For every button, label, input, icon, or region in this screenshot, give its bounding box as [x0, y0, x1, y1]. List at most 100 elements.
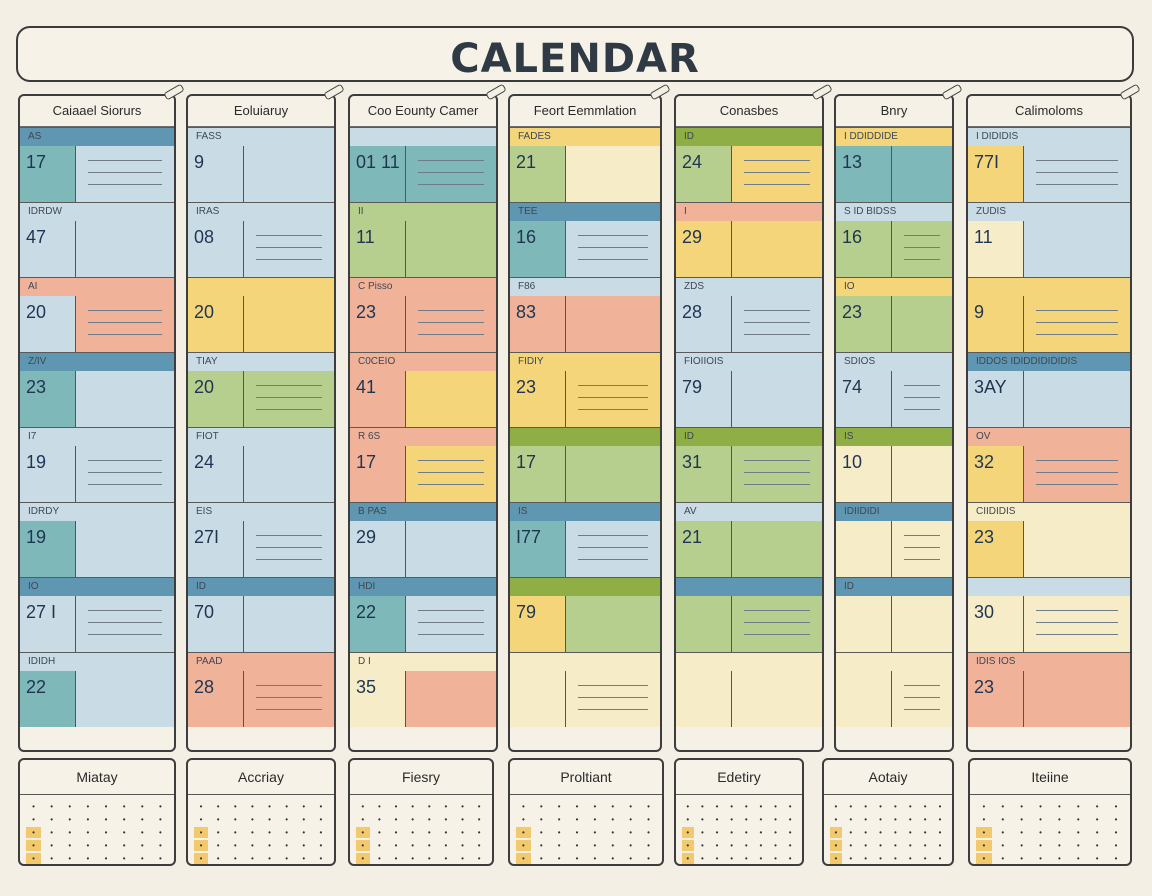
mini-calendar-day[interactable]: • — [444, 802, 448, 811]
mini-calendar-day[interactable]: • — [140, 815, 144, 824]
mini-calendar-day[interactable]: • — [461, 815, 464, 824]
mini-calendar-day[interactable]: • — [557, 802, 561, 811]
date-block[interactable]: HDI 22 — [350, 577, 496, 652]
mini-calendar-day[interactable]: • — [516, 827, 531, 838]
date-block[interactable]: IDIS IOS 23 — [968, 652, 1130, 727]
mini-calendar-day[interactable]: • — [1114, 802, 1118, 811]
date-block[interactable]: IDIIDIDI — [836, 502, 952, 577]
mini-calendar-day[interactable]: • — [319, 854, 323, 863]
mini-calendar-day[interactable]: • — [461, 828, 464, 837]
mini-calendar-day[interactable]: • — [788, 828, 792, 837]
mini-calendar-day[interactable]: • — [864, 802, 868, 811]
event-area[interactable] — [76, 221, 174, 277]
mini-calendar-day[interactable]: • — [593, 854, 597, 863]
mini-calendar-day[interactable]: • — [251, 841, 254, 850]
mini-calendar-day[interactable]: • — [1114, 815, 1118, 824]
mini-calendar-day[interactable]: • — [938, 815, 942, 824]
date-block[interactable]: I DDIDDIDE 13 — [836, 127, 952, 202]
mini-calendar-day[interactable]: • — [1001, 802, 1005, 811]
date-block[interactable] — [836, 652, 952, 727]
mini-calendar-day[interactable]: • — [629, 828, 633, 837]
mini-calendar-day[interactable]: • — [744, 802, 748, 811]
event-area[interactable] — [244, 671, 334, 727]
date-block[interactable]: TEE 16 — [510, 202, 660, 277]
mini-calendar-day[interactable]: • — [285, 815, 289, 824]
mini-calendar-day[interactable]: • — [557, 815, 561, 824]
mini-calendar-day[interactable]: • — [302, 815, 306, 824]
mini-calendar-day[interactable]: • — [378, 815, 381, 824]
date-block[interactable]: 9 — [968, 277, 1130, 352]
mini-calendar-day[interactable]: • — [938, 854, 942, 863]
mini-calendar-day[interactable]: • — [216, 828, 220, 837]
mini-calendar-day[interactable]: • — [361, 815, 365, 824]
date-block[interactable]: D I 35 — [350, 652, 496, 727]
mini-calendar-day[interactable]: • — [86, 841, 90, 850]
event-area[interactable] — [406, 596, 496, 652]
mini-calendar-day[interactable]: • — [774, 841, 777, 850]
event-area[interactable] — [892, 371, 952, 427]
date-block[interactable]: I7 19 — [20, 427, 174, 502]
mini-calendar-day[interactable]: • — [361, 802, 365, 811]
event-area[interactable] — [1024, 521, 1130, 577]
mini-calendar-day[interactable]: • — [682, 853, 694, 864]
mini-calendar-day[interactable]: • — [1114, 828, 1118, 837]
mini-calendar[interactable]: Edetiry • • • • • • • • • • • • • • • • • • • • • • • • • • • • • • • • •… — [674, 758, 804, 866]
mini-calendar-day[interactable]: • — [894, 815, 897, 824]
mini-calendar-day[interactable]: • — [86, 854, 90, 863]
date-block[interactable]: 79 — [510, 577, 660, 652]
date-block[interactable]: F86 83 — [510, 277, 660, 352]
event-area[interactable] — [406, 296, 496, 352]
mini-calendar-day[interactable]: • — [715, 841, 719, 850]
mini-calendar-day[interactable]: • — [302, 802, 306, 811]
mini-calendar-day[interactable]: • — [744, 828, 748, 837]
mini-calendar-day[interactable]: • — [444, 815, 448, 824]
mini-calendar-day[interactable]: • — [1020, 854, 1024, 863]
mini-calendar-day[interactable]: • — [849, 841, 853, 850]
mini-calendar-day[interactable]: • — [477, 828, 481, 837]
date-block[interactable]: AI 20 — [20, 277, 174, 352]
date-block[interactable]: IDRDW 47 — [20, 202, 174, 277]
mini-calendar-day[interactable]: • — [477, 802, 481, 811]
mini-calendar-day[interactable]: • — [122, 854, 126, 863]
mini-calendar-day[interactable]: • — [427, 815, 431, 824]
date-block[interactable]: ID 31 — [676, 427, 822, 502]
mini-calendar-day[interactable]: • — [557, 854, 561, 863]
mini-calendar-day[interactable]: • — [715, 828, 719, 837]
mini-calendar-day[interactable]: • — [1095, 802, 1099, 811]
date-block[interactable]: AS 17 — [20, 127, 174, 202]
mini-calendar-day[interactable]: • — [730, 841, 734, 850]
date-block[interactable]: IO 27 I — [20, 577, 174, 652]
mini-calendar-day[interactable]: • — [923, 854, 927, 863]
mini-calendar-day[interactable]: • — [894, 841, 897, 850]
mini-calendar-day[interactable]: • — [730, 854, 734, 863]
event-area[interactable] — [566, 146, 660, 202]
mini-calendar-day[interactable]: • — [26, 827, 42, 838]
event-area[interactable] — [892, 146, 952, 202]
mini-calendar-day[interactable]: • — [1095, 828, 1099, 837]
mini-calendar-day[interactable]: • — [285, 841, 289, 850]
mini-calendar-day[interactable]: • — [1076, 802, 1080, 811]
mini-calendar-day[interactable]: • — [233, 854, 237, 863]
mini-calendar-day[interactable]: • — [104, 828, 108, 837]
mini-calendar-day[interactable]: • — [539, 828, 543, 837]
mini-calendar-day[interactable]: • — [378, 854, 381, 863]
mini-calendar-day[interactable]: • — [444, 841, 448, 850]
mini-calendar-day[interactable]: • — [461, 854, 464, 863]
mini-calendar-day[interactable]: • — [122, 815, 126, 824]
event-area[interactable] — [566, 671, 660, 727]
mini-calendar-day[interactable]: • — [394, 802, 398, 811]
mini-calendar-day[interactable]: • — [268, 828, 271, 837]
mini-calendar-day[interactable]: • — [86, 828, 90, 837]
mini-calendar-day[interactable]: • — [285, 828, 289, 837]
mini-calendar-day[interactable]: • — [1114, 854, 1118, 863]
mini-calendar-day[interactable]: • — [285, 854, 289, 863]
mini-calendar-day[interactable]: • — [611, 841, 615, 850]
date-block[interactable]: C Pisso 23 — [350, 277, 496, 352]
event-area[interactable] — [732, 221, 822, 277]
mini-calendar-day[interactable]: • — [378, 841, 381, 850]
mini-calendar-day[interactable]: • — [982, 815, 986, 824]
mini-calendar-day[interactable]: • — [715, 815, 719, 824]
mini-calendar-day[interactable]: • — [522, 815, 525, 824]
mini-calendar-day[interactable]: • — [356, 827, 370, 838]
date-block[interactable]: EIS 27I — [188, 502, 334, 577]
